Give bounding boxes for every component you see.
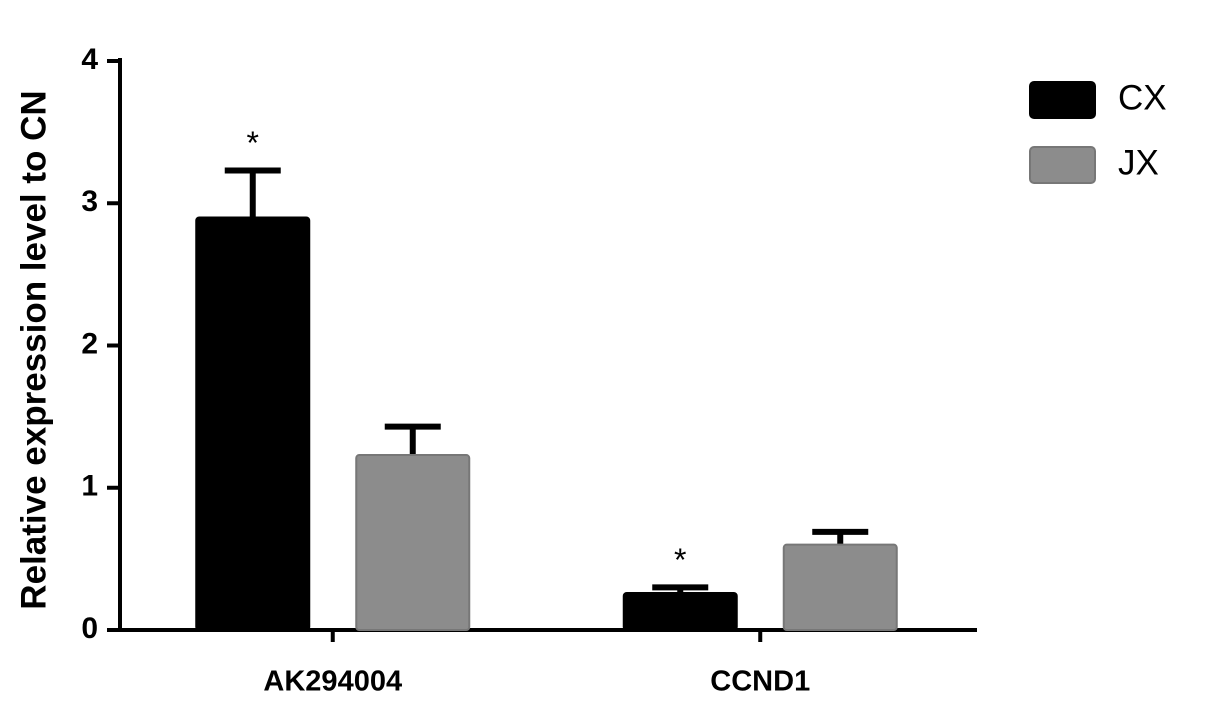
bar: [782, 543, 898, 632]
legend-swatch: [1029, 146, 1096, 184]
bar: [622, 592, 738, 632]
legend-label: CX: [1118, 78, 1167, 117]
significance-mark: *: [247, 125, 259, 161]
y-tick-label: 2: [81, 327, 98, 360]
bar: [195, 216, 311, 631]
x-tick-label: AK294004: [263, 666, 402, 698]
legend-label: JX: [1118, 143, 1159, 182]
significance-mark: *: [674, 542, 686, 578]
legend-swatch: [1029, 81, 1096, 119]
y-tick-label: 3: [81, 185, 98, 218]
x-tick-label: CCND1: [710, 666, 810, 698]
y-tick-label: 0: [81, 612, 98, 645]
bar: [355, 454, 471, 631]
y-tick-label: 4: [81, 43, 98, 76]
y-axis-label: Relative expression level to CN: [14, 90, 53, 609]
y-tick-label: 1: [81, 470, 98, 503]
